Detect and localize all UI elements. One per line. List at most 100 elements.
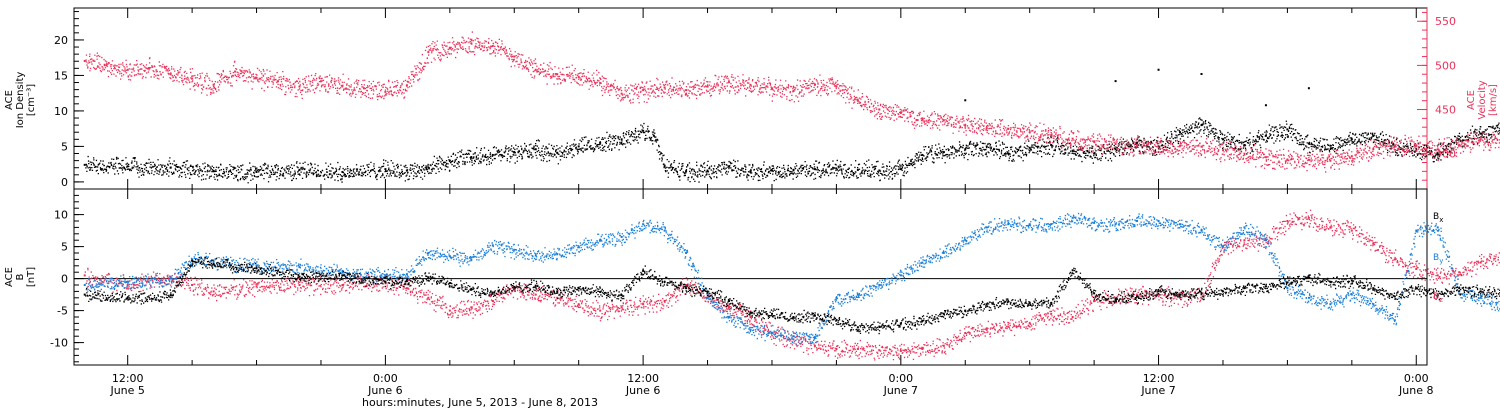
bz-point <box>856 348 859 350</box>
tick-label: 450 <box>1435 104 1456 117</box>
density-point <box>652 134 655 137</box>
by-point <box>341 271 344 274</box>
velocity-point <box>1458 143 1461 146</box>
axis-label-line: B <box>15 273 26 280</box>
density-point <box>448 159 451 162</box>
bx-point <box>384 280 387 283</box>
density-point <box>1329 144 1332 147</box>
date-tick-label: June 5 <box>109 384 144 397</box>
tick-label: 5 <box>61 140 68 153</box>
bx-point <box>706 290 709 293</box>
density-outlier <box>1307 87 1310 90</box>
bz-point <box>728 306 731 309</box>
by-point <box>1307 296 1310 299</box>
bx-point <box>169 294 172 297</box>
magnetic-field-panel: -10 -5 0 5 10 ACE B [nT] Bx By Bz <box>4 188 1500 366</box>
bx-point <box>83 293 86 296</box>
density-cloud <box>85 117 1500 184</box>
bz-point <box>1436 274 1439 277</box>
by-point <box>964 239 967 242</box>
bx-point <box>921 319 924 322</box>
by-point <box>1436 226 1439 229</box>
by-point <box>835 296 838 299</box>
by-point <box>642 223 645 226</box>
density-outlier <box>1157 68 1160 71</box>
bz-point <box>599 309 602 312</box>
velocity-point <box>491 44 494 47</box>
time-tick-label: 0:00 <box>888 372 913 385</box>
axis-label-line: ACE <box>4 90 15 110</box>
bz-point <box>470 306 473 309</box>
tick-label: 0 <box>61 273 68 286</box>
velocity-point <box>856 99 859 102</box>
time-tick-label: 12:00 <box>112 372 144 385</box>
bz-point <box>577 303 580 306</box>
velocity-cloud <box>85 31 1500 173</box>
bz-point <box>1372 242 1375 245</box>
by-point <box>1114 223 1117 226</box>
density-series <box>83 68 1500 184</box>
velocity-point <box>405 84 408 87</box>
by-point <box>1093 221 1096 224</box>
velocity-point <box>362 87 365 90</box>
velocity-point <box>663 86 666 89</box>
by-point <box>1479 296 1482 299</box>
bx-point <box>1071 269 1074 272</box>
bz-point <box>985 328 988 331</box>
bx-point <box>942 312 945 315</box>
density-point <box>83 163 86 166</box>
velocity-point <box>1114 142 1117 145</box>
velocity-point <box>1221 149 1224 152</box>
density-point <box>427 166 430 169</box>
by-point <box>534 254 537 257</box>
density-point <box>706 169 709 172</box>
bx-point <box>1179 293 1182 296</box>
velocity-axis-ticks: 400 450 500 550 <box>1417 8 1456 190</box>
bz-point <box>556 296 559 299</box>
density-point <box>1479 132 1482 135</box>
bx-point <box>577 287 580 290</box>
by-point <box>1243 226 1246 229</box>
by-point <box>1071 216 1074 219</box>
velocity-point <box>599 82 602 85</box>
bx-point <box>1093 292 1096 295</box>
velocity-point <box>319 80 322 83</box>
velocity-axis-label: ACE Velocity [km/s] <box>1466 80 1499 119</box>
by-point <box>427 252 430 254</box>
bx-point <box>685 287 688 290</box>
by-point <box>1007 223 1010 226</box>
by-point <box>212 260 215 263</box>
velocity-point <box>1243 152 1246 155</box>
bz-point <box>1007 325 1010 328</box>
velocity-point <box>1050 134 1053 137</box>
density-point <box>255 170 258 173</box>
density-point <box>835 167 838 170</box>
bz-point <box>749 316 752 318</box>
velocity-point <box>83 59 86 62</box>
velocity-point <box>534 68 537 71</box>
density-outlier <box>1114 80 1117 83</box>
density-axis-label: ACE Ion Density [cm⁻³] <box>4 72 37 129</box>
bz-point <box>792 338 795 341</box>
velocity-point <box>1329 159 1332 162</box>
density-point <box>985 145 988 148</box>
bx-point <box>427 276 430 279</box>
density-outlier <box>1264 104 1267 107</box>
tick-label: 500 <box>1435 59 1456 72</box>
velocity-point <box>728 81 731 84</box>
velocity-point <box>448 46 451 49</box>
density-point <box>599 141 602 144</box>
plasma-panel-frame <box>73 7 1428 190</box>
axis-label-line: [cm⁻³] <box>26 84 37 116</box>
date-tick-label: June 7 <box>883 384 918 397</box>
bz-point <box>83 274 86 277</box>
bz-point <box>685 284 688 286</box>
bz-point <box>1350 229 1353 232</box>
bx-point <box>1221 290 1224 293</box>
bz-point <box>1050 312 1053 315</box>
time-tick-label: 12:00 <box>1143 372 1175 385</box>
density-point <box>1050 143 1053 146</box>
legend-by: By <box>1433 253 1443 265</box>
